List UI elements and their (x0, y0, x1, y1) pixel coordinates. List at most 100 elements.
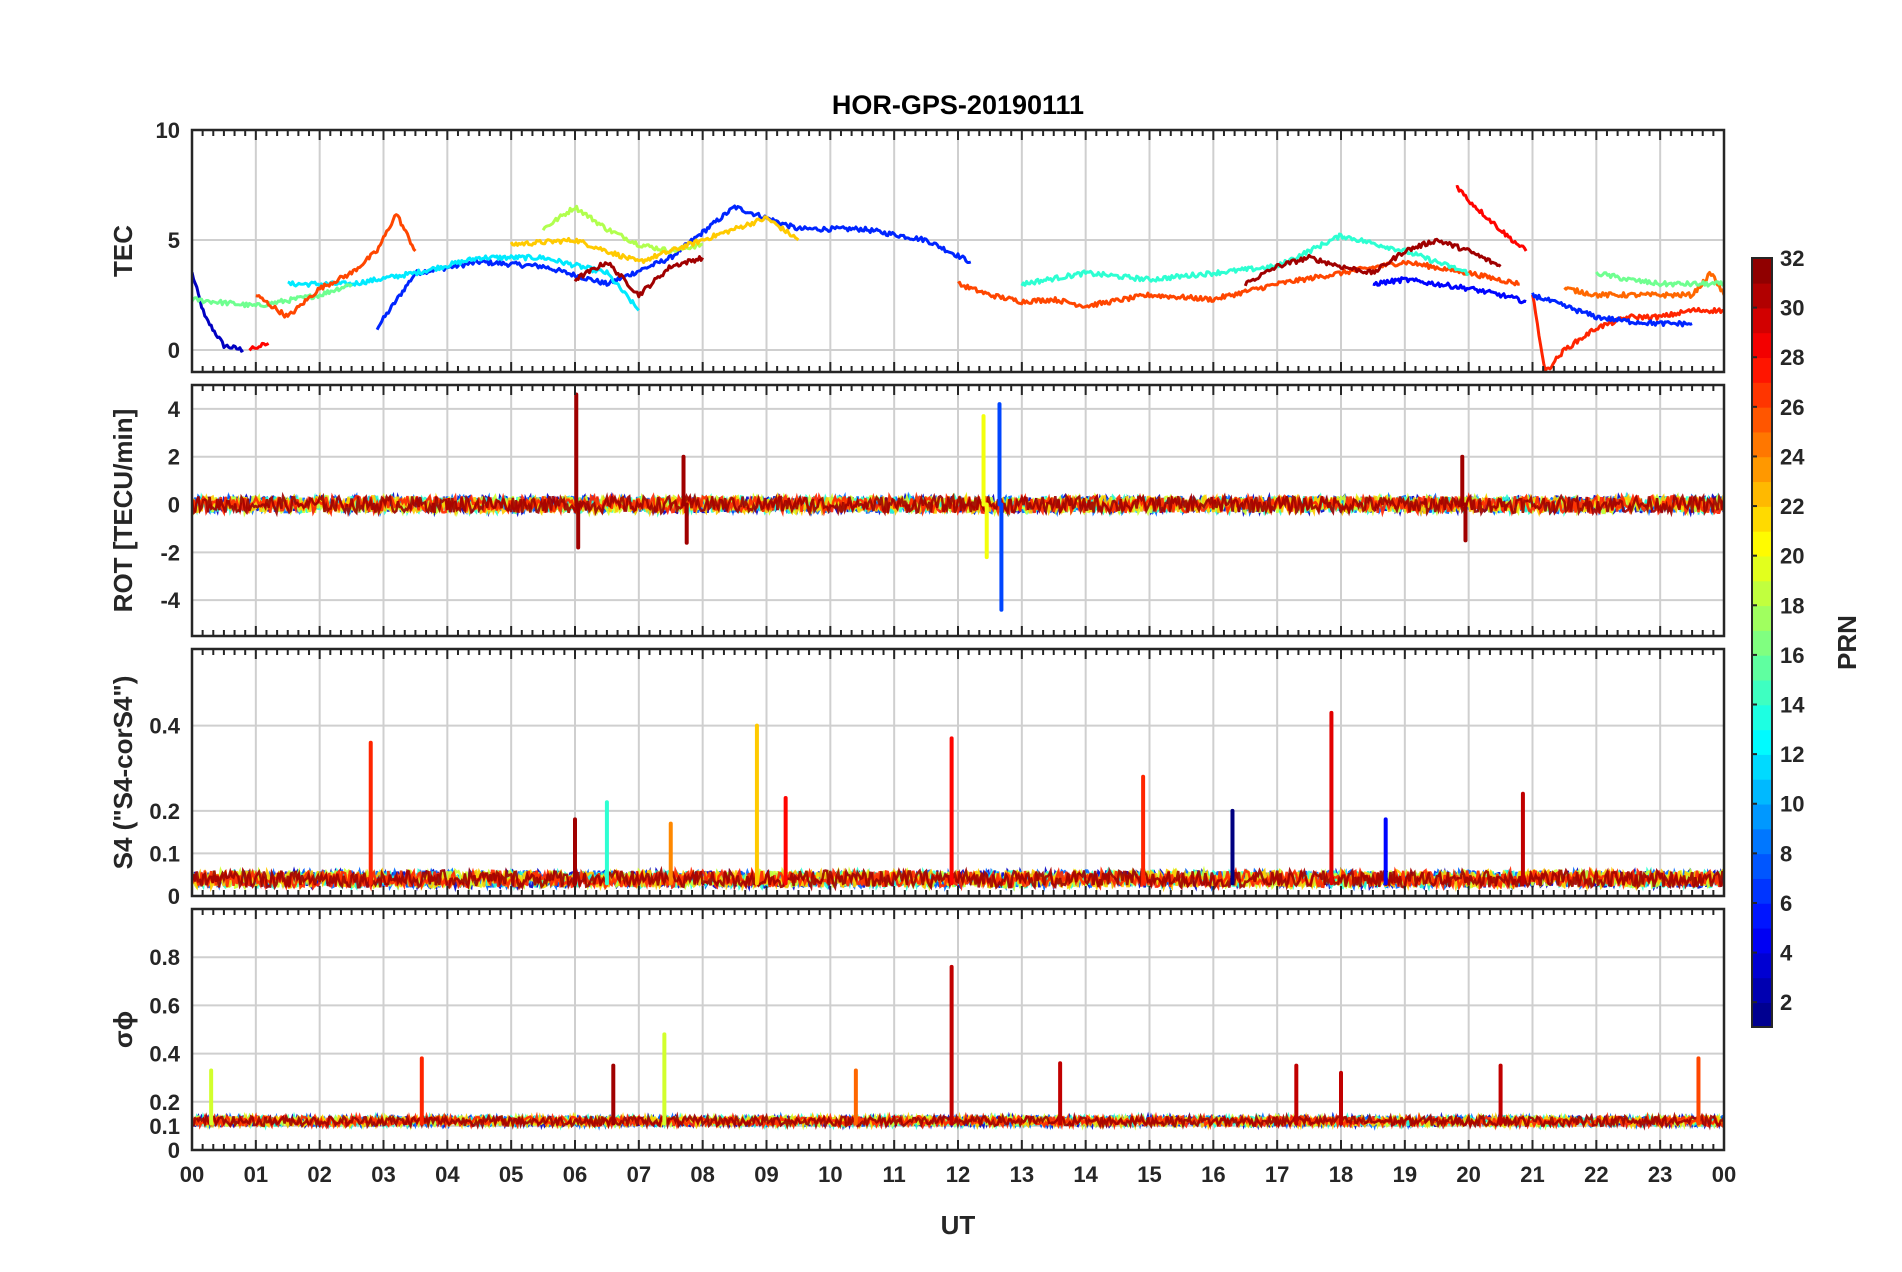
colorbar-segment (1752, 431, 1772, 458)
colorbar-segment (1752, 952, 1772, 979)
colorbar-tick-label: 10 (1780, 792, 1804, 817)
colorbar-segment (1752, 977, 1772, 1003)
y-tick-label: 2 (168, 445, 180, 470)
y-tick-label: 0.2 (149, 1090, 180, 1115)
y-tick-label: 0.1 (149, 841, 180, 866)
y-axis-label: ROT [TECU/min] (108, 409, 138, 613)
series-line-prn-16 (1595, 271, 1724, 288)
x-tick-label: 03 (371, 1162, 395, 1187)
series-line-prn-26 (957, 259, 1520, 309)
y-axis-label: σϕ (108, 1011, 138, 1048)
x-tick-label: 02 (307, 1162, 331, 1187)
series-line-prn-25 (1563, 271, 1724, 299)
colorbar-segment (1752, 357, 1772, 383)
noise-trace-prn-27 (192, 491, 1724, 518)
colorbar-tick-label: 12 (1780, 742, 1804, 767)
colorbar-segment (1752, 605, 1772, 631)
chart-title: HOR-GPS-20190111 (832, 90, 1084, 120)
panel-4: 00.10.2 0.4 0.6 0.8 σϕ (108, 907, 1726, 1163)
data-layer (192, 392, 1724, 612)
y-tick-label: 0.6 (149, 993, 180, 1018)
y-tick-label: 0.2 (149, 799, 180, 824)
colorbar-segment (1752, 506, 1772, 532)
colorbar-segment (1752, 530, 1772, 557)
colorbar-segment (1752, 654, 1772, 681)
y-axis-label: TEC (108, 225, 138, 277)
x-axis-label: UT (941, 1210, 976, 1240)
x-tick-label: 07 (627, 1162, 651, 1187)
colorbar-segment (1752, 555, 1772, 582)
series-line-prn-26 (255, 213, 417, 319)
colorbar-segment (1752, 307, 1772, 334)
data-layer (192, 964, 1724, 1131)
colorbar-tick-label: 26 (1780, 395, 1804, 420)
x-tick-label: 19 (1393, 1162, 1417, 1187)
colorbar-segment (1752, 406, 1772, 433)
x-tick-label: 11 (883, 1162, 906, 1187)
series-line-prn-31 (1243, 237, 1502, 287)
x-tick-label: 10 (818, 1162, 842, 1187)
x-tick-label: 22 (1584, 1162, 1608, 1187)
colorbar-segment (1752, 878, 1772, 904)
colorbar-label: PRN (1832, 615, 1862, 670)
noise-trace-prn-31 (192, 1111, 1724, 1131)
colorbar-tick-label: 32 (1780, 246, 1804, 271)
colorbar-segment (1752, 332, 1772, 359)
y-tick-label: -2 (160, 540, 180, 565)
x-tick-label: 08 (690, 1162, 714, 1187)
colorbar-tick-label: 18 (1780, 593, 1804, 618)
noise-trace-prn-31 (192, 865, 1724, 892)
colorbar-segment (1752, 258, 1772, 284)
x-tick-label: 09 (754, 1162, 778, 1187)
series-line-prn-6 (1531, 292, 1693, 328)
colorbar-segment (1752, 481, 1772, 507)
colorbar-tick-label: 16 (1780, 643, 1804, 668)
colorbar-tick-label: 28 (1780, 345, 1804, 370)
colorbar-tick-label: 20 (1780, 544, 1804, 569)
colorbar-segment (1752, 1002, 1772, 1028)
colorbar-segment (1752, 729, 1772, 755)
series-line-prn-3 (192, 271, 245, 353)
colorbar-tick-label: 6 (1780, 891, 1792, 916)
colorbar-tick-label: 2 (1780, 990, 1792, 1015)
series-line-prn-28 (1455, 185, 1528, 252)
colorbar-segment (1752, 282, 1772, 309)
series-line-prn-22 (509, 215, 800, 264)
x-tick-label: 00 (1712, 1162, 1736, 1187)
series-line-prn-28 (248, 341, 270, 352)
y-tick-label: 0.1 (149, 1114, 180, 1139)
y-tick-label: 10 (156, 118, 180, 143)
y-tick-label: 0 (168, 1138, 180, 1163)
y-tick-label: 0 (168, 884, 180, 909)
x-tick-label: 01 (244, 1162, 268, 1187)
colorbar-segment (1752, 778, 1772, 805)
x-tick-label: 04 (435, 1162, 460, 1187)
colorbar-segment (1752, 828, 1772, 855)
y-tick-label: 0.4 (149, 714, 180, 739)
panel-3: 0 0.1 0.2 0.4 S4 ("S4-corS4") (108, 647, 1726, 909)
y-tick-label: 0 (168, 338, 180, 363)
colorbar-tick-label: 4 (1780, 941, 1793, 966)
colorbar-tick-label: 8 (1780, 841, 1792, 866)
x-tick-label: 12 (946, 1162, 970, 1187)
x-tick-label: 06 (563, 1162, 587, 1187)
series-line-prn-14 (1020, 232, 1470, 287)
y-axis-label: S4 ("S4-corS4") (108, 676, 138, 870)
x-tick-label: 16 (1201, 1162, 1225, 1187)
x-tick-label: 15 (1137, 1162, 1161, 1187)
colorbar-segment (1752, 456, 1772, 483)
series-line-prn-5 (1372, 276, 1527, 305)
panel-1: 0 5 10 TEC (108, 118, 1726, 374)
data-layer (192, 185, 1724, 372)
y-tick-label: -4 (160, 588, 180, 613)
y-tick-label: 4 (168, 397, 181, 422)
panel-2: -4 -2 0 2 4 ROT [TECU/min] (108, 383, 1726, 638)
x-tick-label: 17 (1265, 1162, 1289, 1187)
colorbar-segment (1752, 754, 1772, 780)
colorbar-segment (1752, 853, 1772, 879)
series-line-prn-18 (541, 204, 703, 255)
x-tick-label: 13 (1010, 1162, 1034, 1187)
colorbar-segment (1752, 704, 1772, 731)
